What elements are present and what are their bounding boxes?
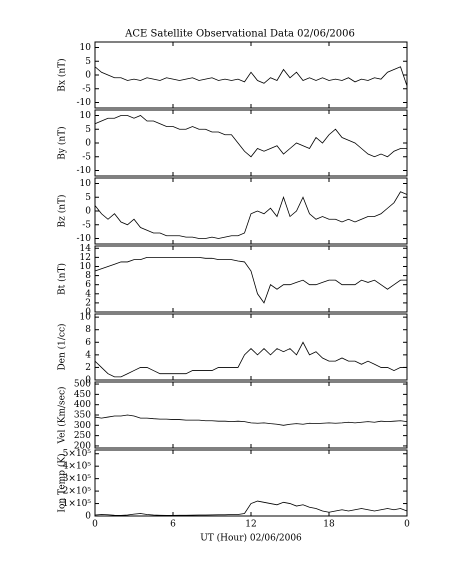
panel-frame <box>94 245 408 313</box>
y-axis-label: Vel (Km/sec) <box>57 386 68 444</box>
y-tick-label: -10 <box>77 98 92 108</box>
data-line <box>94 191 408 239</box>
y-tick-label: -5 <box>82 84 91 94</box>
y-tick-label: -5 <box>82 220 91 230</box>
y-tick-label: 0 <box>85 139 91 149</box>
y-tick-label: 10 <box>80 43 92 53</box>
chart-title: ACE Satellite Observational Data 02/06/2… <box>124 29 355 40</box>
x-axis-label: UT (Hour) 02/06/2006 <box>200 533 302 544</box>
panel-frame <box>94 313 408 381</box>
panel-frame <box>94 109 408 177</box>
y-tick-label: 0 <box>85 512 91 522</box>
y-tick-label: 300 <box>74 421 91 431</box>
x-tick-label: 0 <box>404 520 410 530</box>
y-tick-label: 4 <box>85 350 91 360</box>
y-tick-label: 250 <box>74 431 91 441</box>
y-tick-label: 2×10⁵ <box>63 487 92 497</box>
y-axis-label: Bx (nT) <box>57 58 68 91</box>
y-tick-label: 1×10⁵ <box>63 499 92 509</box>
y-axis-label: By (nT) <box>57 126 68 159</box>
x-tick-label: 18 <box>323 520 335 530</box>
y-axis-label: Bz (nT) <box>57 194 68 227</box>
y-tick-label: 0 <box>85 71 91 81</box>
y-tick-label: 6 <box>85 280 91 290</box>
data-line <box>94 66 408 87</box>
y-tick-label: 6 <box>85 338 91 348</box>
y-tick-label: 12 <box>80 253 91 263</box>
y-tick-label: 2 <box>85 298 91 308</box>
data-line <box>94 341 407 378</box>
panel-frame <box>94 41 408 109</box>
y-axis-label: Ion Temp (K) <box>57 453 68 512</box>
y-tick-label: 10 <box>80 111 92 121</box>
y-axis-label: Bt (nT) <box>57 263 68 295</box>
y-tick-label: 10 <box>80 313 92 323</box>
y-tick-label: 5 <box>85 125 91 135</box>
x-tick-label: 12 <box>245 520 256 530</box>
y-tick-label: -10 <box>77 166 92 176</box>
y-tick-label: 0 <box>85 207 91 217</box>
y-tick-label: 14 <box>80 244 92 254</box>
y-tick-label: -10 <box>77 234 92 244</box>
y-tick-label: 500 <box>74 380 91 390</box>
y-tick-label: 0 <box>85 308 91 318</box>
y-tick-label: 400 <box>74 400 91 410</box>
y-tick-label: 0 <box>85 376 91 386</box>
data-line <box>94 115 407 158</box>
y-tick-label: 10 <box>80 262 92 272</box>
y-tick-label: 4×10⁵ <box>63 462 92 472</box>
y-tick-label: 10 <box>80 179 92 189</box>
y-tick-label: 3×10⁵ <box>63 474 92 484</box>
panel-frame <box>94 177 408 245</box>
y-tick-label: 8 <box>85 325 91 335</box>
y-tick-label: 5×10⁵ <box>63 449 92 459</box>
y-tick-label: 200 <box>74 441 91 451</box>
y-axis-label: Den (1/cc) <box>57 323 68 370</box>
data-line <box>94 500 408 516</box>
data-line <box>94 256 407 304</box>
panel-frame <box>94 381 408 449</box>
y-tick-label: 5 <box>85 57 91 67</box>
panel-frame <box>94 449 408 517</box>
data-line <box>94 414 408 426</box>
y-tick-label: 450 <box>74 390 91 400</box>
x-tick-label: 0 <box>92 520 98 530</box>
y-tick-label: 5 <box>85 193 91 203</box>
y-tick-label: 8 <box>85 271 91 281</box>
y-tick-label: 4 <box>85 289 91 299</box>
x-tick-label: 6 <box>170 520 176 530</box>
y-tick-label: -5 <box>82 152 91 162</box>
y-tick-label: 350 <box>74 411 91 421</box>
y-tick-label: 2 <box>85 363 91 373</box>
